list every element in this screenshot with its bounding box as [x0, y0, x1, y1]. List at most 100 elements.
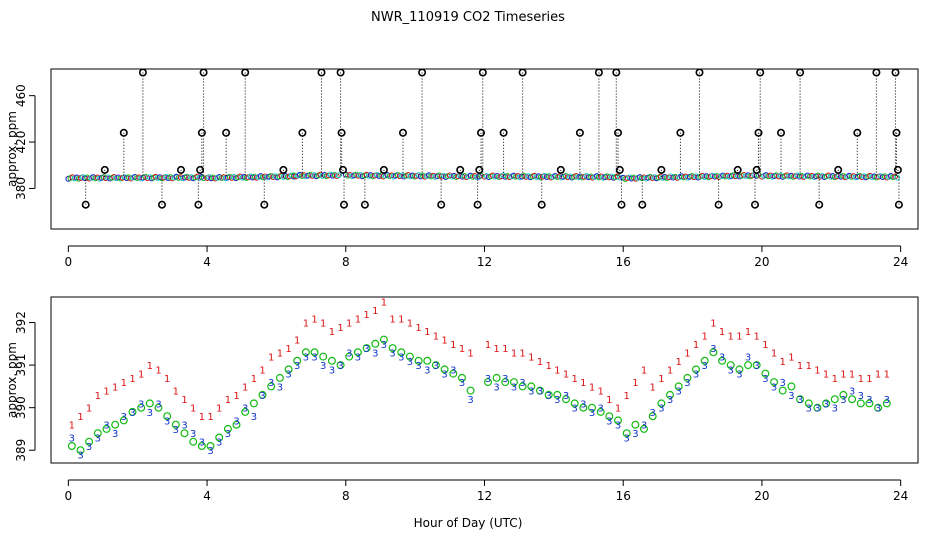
- series-2-point: [718, 356, 727, 365]
- series-2-point: [865, 399, 874, 408]
- series-2-point: [128, 407, 137, 416]
- series-2-point: [535, 386, 544, 395]
- series-1-point: 1: [69, 421, 75, 432]
- series-3-point: 3: [858, 391, 864, 402]
- series-1-point: 1: [537, 357, 543, 368]
- series-3-point: 3: [615, 421, 621, 432]
- series-1-point: 1: [303, 319, 309, 330]
- series-1-point: 1: [814, 365, 820, 376]
- outlier-point: [379, 165, 388, 174]
- series-1-point: 1: [589, 382, 595, 393]
- series-1-point: 1: [676, 357, 682, 368]
- bottom-y-tick-label: 392: [14, 311, 28, 334]
- series-3-point: 3: [650, 408, 656, 419]
- outlier-point: [575, 128, 584, 137]
- series-3-point: 3: [467, 395, 473, 406]
- outlier-point: [733, 165, 742, 174]
- series-1-point: 1: [381, 297, 387, 308]
- top-panel: approx. ppm 0 4 8 12 16 20 24 380 420 460: [5, 68, 919, 269]
- series-1-point: 1: [519, 348, 525, 359]
- series-1-point: 1: [736, 331, 742, 342]
- series-1-point: 1: [563, 370, 569, 381]
- series-2-point: [189, 437, 198, 446]
- series-3-point: 3: [754, 361, 760, 372]
- series-3-point: 3: [329, 365, 335, 376]
- series-2-point: [449, 369, 458, 378]
- outlier-point: [338, 165, 347, 174]
- series-1-point: 1: [884, 370, 890, 381]
- top-y-axis-title: approx. ppm: [5, 111, 19, 187]
- series-2-point: [310, 348, 319, 357]
- series-3-point: 3: [884, 395, 890, 406]
- series-2-point: [405, 352, 414, 361]
- series-2-point: [371, 339, 380, 348]
- series-2-point: [345, 352, 354, 361]
- series-3-point: 3: [424, 365, 430, 376]
- top-x-tick-label: 24: [893, 255, 908, 269]
- series-3-point: 3: [69, 434, 75, 445]
- series-1-point: 1: [346, 319, 352, 330]
- series-3-point: 3: [866, 395, 872, 406]
- series-1-point: 1: [728, 331, 734, 342]
- series-2-point: [570, 399, 579, 408]
- outlier-point: [298, 128, 307, 137]
- series-2-point: [293, 356, 302, 365]
- series-2-point: [882, 399, 891, 408]
- series-3-point: 3: [806, 404, 812, 415]
- outlier-point: [638, 200, 647, 209]
- outlier-point: [241, 68, 250, 77]
- series-3-point: 3: [285, 370, 291, 381]
- outlier-point: [81, 200, 90, 209]
- outlier-point: [714, 200, 723, 209]
- baseline-point: [200, 175, 207, 182]
- series-2-point: [388, 344, 397, 353]
- series-1-point: 1: [407, 319, 413, 330]
- series-2-point: [796, 395, 805, 404]
- series-3-point: 3: [216, 438, 222, 449]
- series-2-point: [267, 382, 276, 391]
- bottom-y-tick-label: 390: [14, 396, 28, 419]
- series-3-point: 3: [710, 344, 716, 355]
- series-1-point: 1: [121, 378, 127, 389]
- series-3-point: 3: [684, 378, 690, 389]
- series-3-point: 3: [433, 361, 439, 372]
- series-3-point: 3: [814, 404, 820, 415]
- series-2-point: [770, 378, 779, 387]
- series-3-point: 3: [745, 353, 751, 364]
- series-1-point: 1: [251, 374, 257, 385]
- series-1-point: 1: [155, 365, 161, 376]
- series-1-point: 1: [424, 327, 430, 338]
- outlier-point: [475, 165, 484, 174]
- series-1-point: 1: [181, 395, 187, 406]
- series-2-point: [353, 348, 362, 357]
- outlier-point: [617, 200, 626, 209]
- series-1-point: 1: [485, 340, 491, 351]
- series-1-point: 1: [849, 370, 855, 381]
- outlier-point: [100, 165, 109, 174]
- outlier-point: [556, 165, 565, 174]
- series-3-point: 3: [233, 416, 239, 427]
- series-3-point: 3: [693, 370, 699, 381]
- bottom-x-tick-label: 8: [342, 489, 350, 503]
- series-2-point: [137, 403, 146, 412]
- series-1-point: 1: [719, 327, 725, 338]
- series-3-point: 3: [658, 404, 664, 415]
- series-2-point: [579, 403, 588, 412]
- series-2-point: [397, 348, 406, 357]
- series-3-point: 3: [372, 348, 378, 359]
- series-2-point: [735, 365, 744, 374]
- series-3-point: 3: [129, 408, 135, 419]
- series-3-point: 3: [589, 408, 595, 419]
- series-2-point: [327, 356, 336, 365]
- series-3-point: 3: [736, 370, 742, 381]
- series-2-point: [76, 446, 85, 455]
- top-x-tick-label: 4: [203, 255, 211, 269]
- series-2-point: [709, 348, 718, 357]
- series-1-point: 1: [658, 374, 664, 385]
- series-1-point: 1: [511, 348, 517, 359]
- series-3-point: 3: [780, 378, 786, 389]
- series-2-point: [787, 382, 796, 391]
- series-1-point: 1: [363, 310, 369, 321]
- series-1-point: 1: [216, 404, 222, 415]
- series-3-point: 3: [580, 399, 586, 410]
